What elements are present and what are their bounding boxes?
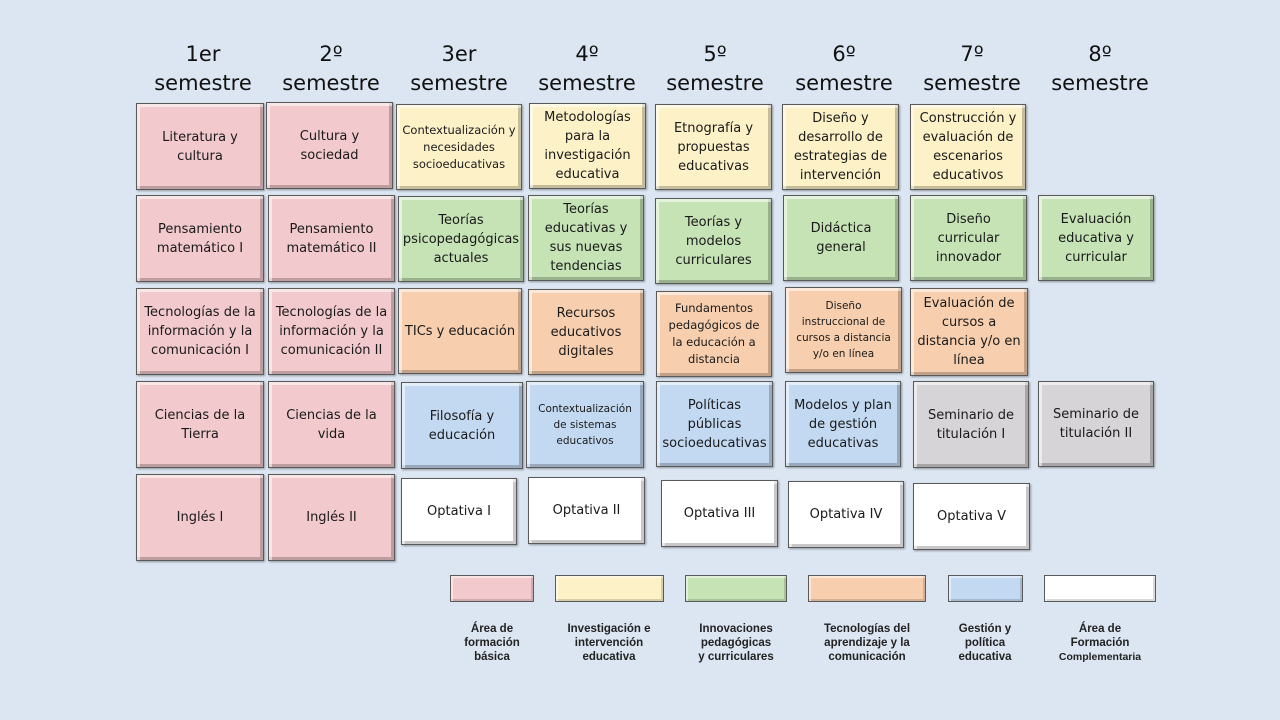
course-contextualizacion-necesidades: Contextualización y necesidades socioedu… — [396, 104, 522, 190]
course-ingles-2: Inglés II — [268, 474, 395, 561]
course-tics-y-educacion: TICs y educación — [398, 288, 522, 374]
legend-label-gestion: Gestión y política educativa — [958, 623, 1012, 663]
semester-header-3: 3er semestre — [410, 42, 508, 95]
course-ciencias-de-la-vida: Ciencias de la vida — [268, 381, 395, 468]
course-pensamiento-matematico-2: Pensamiento matemático II — [268, 195, 395, 282]
course-optativa-4: Optativa IV — [788, 481, 904, 548]
semester-header-2: 2º semestre — [282, 42, 380, 95]
course-cultura-y-sociedad: Cultura y sociedad — [266, 102, 393, 189]
legend-swatch-investigacion — [555, 575, 664, 602]
course-didactica-general: Didáctica general — [783, 195, 899, 281]
course-optativa-2: Optativa II — [528, 477, 645, 544]
course-evaluacion-educativa-y-curricular: Evaluación educativa y curricular — [1038, 195, 1154, 281]
legend-swatch-innovaciones — [685, 575, 787, 602]
course-construccion-y-evaluacion: Construcción y evaluación de escenarios … — [910, 104, 1026, 190]
legend-label-complementaria: Área de Formación Complementaria — [1058, 623, 1142, 663]
course-optativa-3: Optativa III — [661, 480, 778, 547]
course-modelos-y-plan-de-gestion: Modelos y plan de gestión educativas — [785, 381, 901, 467]
course-teorias-educativas: Teorías educativas y sus nuevas tendenci… — [528, 195, 644, 281]
course-contextualizacion-sistemas: Contextualización de sistemas educativos — [526, 381, 644, 468]
semester-header-6: 6º semestre — [795, 42, 893, 95]
legend-label-innovaciones: Innovaciones pedagógicas y curriculares — [698, 623, 774, 663]
legend-swatch-complementaria — [1044, 575, 1156, 602]
legend-label-investigacion: Investigación e intervención educativa — [567, 623, 651, 663]
course-metodologias-investigacion: Metodologías para la investigación educa… — [529, 103, 646, 189]
course-seminario-titulacion-1: Seminario de titulación I — [913, 381, 1029, 468]
legend-label-basica: Área de formación básica — [464, 623, 520, 663]
course-recursos-educativos-digitales: Recursos educativos digitales — [528, 289, 644, 375]
course-diseno-instruccional: Diseño instruccional de cursos a distanc… — [785, 287, 902, 373]
course-ciencias-de-la-tierra: Ciencias de la Tierra — [136, 381, 264, 468]
course-politicas-publicas: Políticas públicas socioeducativas — [656, 381, 773, 467]
course-pensamiento-matematico-1: Pensamiento matemático I — [136, 195, 264, 282]
course-ingles-1: Inglés I — [136, 474, 264, 561]
course-evaluacion-de-cursos: Evaluación de cursos a distancia y/o en … — [910, 288, 1028, 376]
course-tics-1: Tecnologías de la información y la comun… — [136, 288, 264, 375]
course-filosofia-y-educacion: Filosofía y educación — [401, 382, 523, 469]
course-fundamentos-pedagogicos: Fundamentos pedagógicos de la educación … — [656, 291, 772, 377]
course-tics-2: Tecnologías de la información y la comun… — [268, 288, 395, 375]
course-teorias-y-modelos-curriculares: Teorías y modelos curriculares — [655, 198, 772, 284]
course-seminario-titulacion-2: Seminario de titulación II — [1038, 381, 1154, 467]
semester-header-7: 7º semestre — [923, 42, 1021, 95]
legend-swatch-tecnologias — [808, 575, 926, 602]
legend-swatch-gestion — [948, 575, 1023, 602]
semester-header-8: 8º semestre — [1051, 42, 1149, 95]
course-optativa-5: Optativa V — [913, 483, 1030, 550]
legend-label-tecnologias: Tecnologías del aprendizaje y la comunicac… — [823, 623, 911, 663]
legend-swatch-basica — [450, 575, 534, 602]
course-teorias-psicopedagogicas: Teorías psicopedagógicas actuales — [398, 196, 524, 282]
course-diseno-curricular-innovador: Diseño curricular innovador — [910, 195, 1027, 281]
course-optativa-1: Optativa I — [401, 478, 517, 545]
semester-header-1: 1er semestre — [154, 42, 252, 95]
semester-header-4: 4º semestre — [538, 42, 636, 95]
semester-header-5: 5º semestre — [666, 42, 764, 95]
course-literatura-y-cultura: Literatura y cultura — [136, 103, 264, 190]
course-etnografia: Etnografía y propuestas educativas — [655, 104, 772, 190]
course-diseno-y-desarrollo: Diseño y desarrollo de estrategias de in… — [782, 104, 899, 190]
